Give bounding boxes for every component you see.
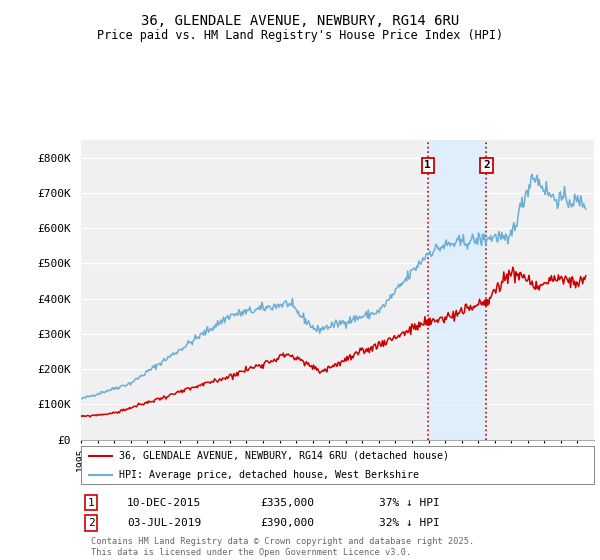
Text: 37% ↓ HPI: 37% ↓ HPI (379, 498, 439, 508)
Text: 10-DEC-2015: 10-DEC-2015 (127, 498, 202, 508)
Text: Price paid vs. HM Land Registry's House Price Index (HPI): Price paid vs. HM Land Registry's House … (97, 29, 503, 42)
Bar (428, 140, 487, 440)
Text: 32% ↓ HPI: 32% ↓ HPI (379, 518, 439, 528)
Text: 36, GLENDALE AVENUE, NEWBURY, RG14 6RU (detached house): 36, GLENDALE AVENUE, NEWBURY, RG14 6RU (… (119, 451, 449, 461)
Text: 2: 2 (88, 518, 95, 528)
Text: 2: 2 (483, 161, 490, 170)
Text: Contains HM Land Registry data © Crown copyright and database right 2025.
This d: Contains HM Land Registry data © Crown c… (91, 538, 475, 557)
Text: HPI: Average price, detached house, West Berkshire: HPI: Average price, detached house, West… (119, 470, 419, 480)
Text: 03-JUL-2019: 03-JUL-2019 (127, 518, 202, 528)
Text: £390,000: £390,000 (260, 518, 314, 528)
Text: 36, GLENDALE AVENUE, NEWBURY, RG14 6RU: 36, GLENDALE AVENUE, NEWBURY, RG14 6RU (141, 14, 459, 28)
Text: 1: 1 (424, 161, 431, 170)
Text: £335,000: £335,000 (260, 498, 314, 508)
Text: 1: 1 (88, 498, 95, 508)
